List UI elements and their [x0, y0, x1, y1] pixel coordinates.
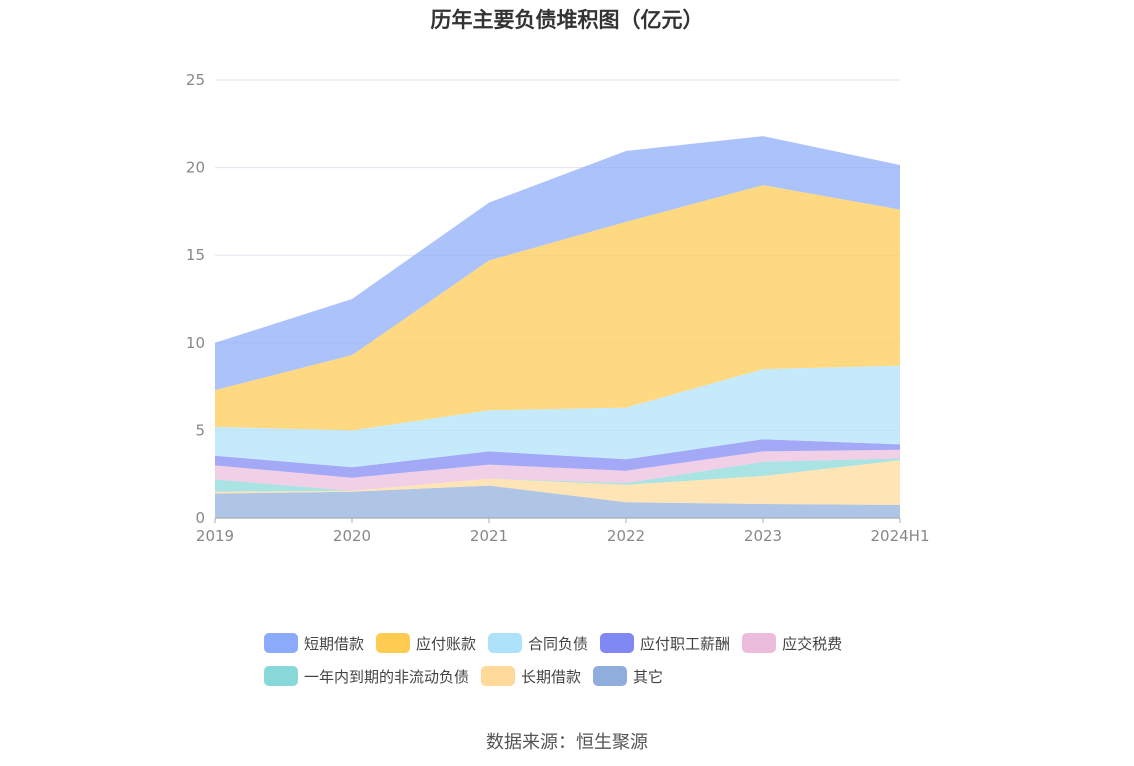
chart-title: 历年主要负债堆积图（亿元）	[430, 8, 704, 32]
legend-label: 应交税费	[782, 634, 843, 653]
legend-row-2: 一年内到期的非流动负债 长期借款 其它	[264, 663, 904, 689]
legend-label: 应付账款	[416, 634, 477, 653]
legend: 短期借款 应付账款 合同负债 应付职工薪酬 应交税费 一年内到期的非流动负债 长…	[264, 630, 904, 696]
y-tick-label: 10	[186, 334, 205, 352]
area-series-应交税费[interactable]	[215, 449, 900, 491]
area-series-合同负债[interactable]	[215, 365, 900, 468]
legend-swatch	[376, 633, 411, 653]
legend-label: 合同负债	[528, 634, 589, 653]
legend-item-taxes-payable[interactable]: 应交税费	[742, 633, 842, 654]
legend-label: 长期借款	[521, 667, 582, 686]
area-series-应付账款[interactable]	[215, 185, 900, 431]
legend-item-contract-liabilities[interactable]: 合同负债	[488, 633, 588, 654]
area-series-其它[interactable]	[215, 485, 900, 518]
legend-item-short-term-loans[interactable]: 短期借款	[264, 633, 364, 654]
area-series-应付职工薪酬[interactable]	[215, 439, 900, 478]
legend-swatch	[264, 666, 298, 686]
legend-label: 应付职工薪酬	[640, 634, 731, 653]
x-tick-label: 2023	[744, 527, 782, 545]
x-tick-label: 2019	[196, 527, 234, 545]
legend-swatch	[481, 666, 516, 686]
legend-swatch	[593, 666, 628, 686]
legend-swatch	[488, 633, 523, 653]
legend-item-other[interactable]: 其它	[593, 666, 663, 687]
y-tick-label: 0	[195, 509, 205, 527]
area-series	[215, 136, 900, 518]
axes: 0 5 10 15 20 25 2019 2020 2021 2022 2023 2024H1	[186, 71, 930, 545]
legend-swatch	[600, 633, 635, 653]
area-series-短期借款[interactable]	[215, 136, 900, 391]
area-series-长期借款[interactable]	[215, 460, 900, 505]
y-tick-label: 15	[186, 246, 205, 264]
legend-row-1: 短期借款 应付账款 合同负债 应付职工薪酬 应交税费	[264, 630, 904, 656]
data-source: 数据来源：恒生聚源	[486, 732, 648, 753]
legend-swatch	[264, 633, 298, 653]
legend-item-current-portion-noncurrent[interactable]: 一年内到期的非流动负债	[264, 666, 469, 687]
stacked-area-chart: 0 5 10 15 20 25 2019 2020 2021 2022 2023 2024H1	[186, 71, 930, 545]
legend-item-long-term-loans[interactable]: 长期借款	[481, 666, 581, 687]
area-series-一年内到期的非流动负债[interactable]	[215, 458, 900, 492]
x-tick-label: 2020	[333, 527, 371, 545]
legend-item-employee-payables[interactable]: 应付职工薪酬	[600, 633, 730, 654]
y-tick-label: 25	[186, 71, 205, 89]
x-tick-label: 2024H1	[871, 527, 930, 545]
y-tick-label: 5	[195, 421, 205, 439]
legend-swatch	[742, 633, 777, 653]
legend-label: 其它	[633, 667, 664, 686]
y-tick-label: 20	[186, 159, 205, 177]
x-tick-label: 2021	[470, 527, 508, 545]
legend-label: 短期借款	[304, 634, 365, 653]
legend-label: 一年内到期的非流动负债	[304, 667, 470, 686]
x-tick-label: 2022	[607, 527, 645, 545]
legend-item-accounts-payable[interactable]: 应付账款	[376, 633, 476, 654]
